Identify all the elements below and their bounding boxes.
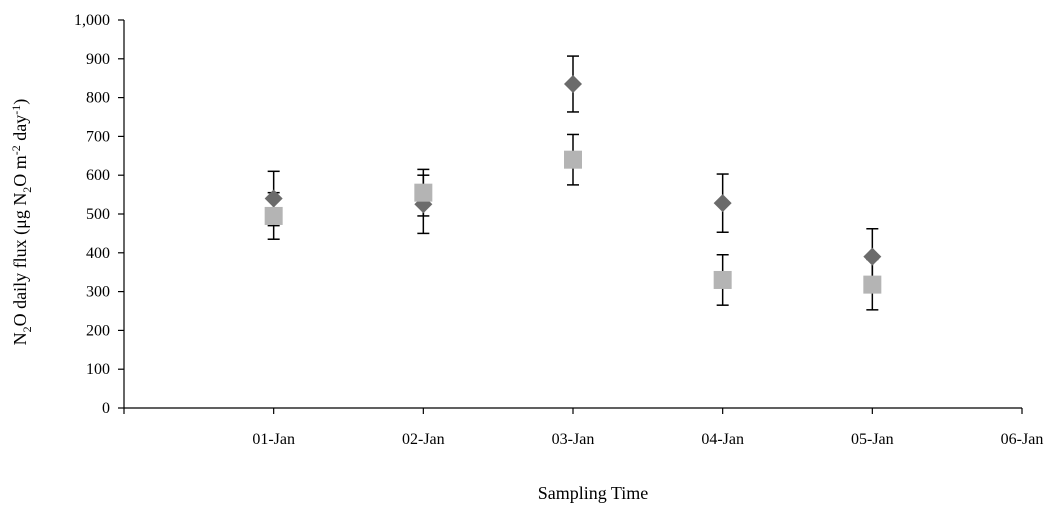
x-tick-label: 03-Jan <box>552 431 595 448</box>
y-tick-label: 500 <box>86 206 110 223</box>
diamond-marker <box>264 189 283 208</box>
diamond-marker <box>863 247 882 266</box>
x-tick-label: 04-Jan <box>701 431 744 448</box>
y-tick-label: 100 <box>86 361 110 378</box>
y-tick-label: 600 <box>86 167 110 184</box>
error-bars <box>267 55 879 311</box>
data-points <box>264 75 882 294</box>
square-marker <box>414 183 433 202</box>
y-axis: 0 100 200 300 400 500 600 700 800 900 1,000 <box>74 12 125 417</box>
y-tick-label: 400 <box>86 245 110 262</box>
square-marker <box>564 150 582 169</box>
y-tick-label: 300 <box>86 284 110 301</box>
x-tick-label: 05-Jan <box>851 431 894 448</box>
x-tick-label: 06-Jan <box>1001 431 1044 448</box>
square-marker <box>713 270 732 289</box>
y-tick-label: 200 <box>86 322 110 339</box>
y-tick-label: 0 <box>102 400 110 417</box>
x-axis-title: Sampling Time <box>538 483 649 503</box>
x-axis: 01-Jan 02-Jan 03-Jan 04-Jan 05-Jan 06-Jan <box>123 407 1044 448</box>
square-marker <box>264 206 283 225</box>
x-tick-label: 01-Jan <box>252 431 295 448</box>
y-tick-label: 1,000 <box>74 12 110 29</box>
square-marker <box>863 275 882 294</box>
y-tick-label: 700 <box>86 128 110 145</box>
y-tick-label: 900 <box>86 51 110 68</box>
y-axis-title: N2O daily flux (μg N2O m-2 day-1) <box>9 99 34 346</box>
diamond-marker <box>564 75 582 94</box>
x-tick-label: 02-Jan <box>402 431 445 448</box>
diamond-marker <box>713 194 732 213</box>
y-tick-label: 800 <box>86 90 110 107</box>
